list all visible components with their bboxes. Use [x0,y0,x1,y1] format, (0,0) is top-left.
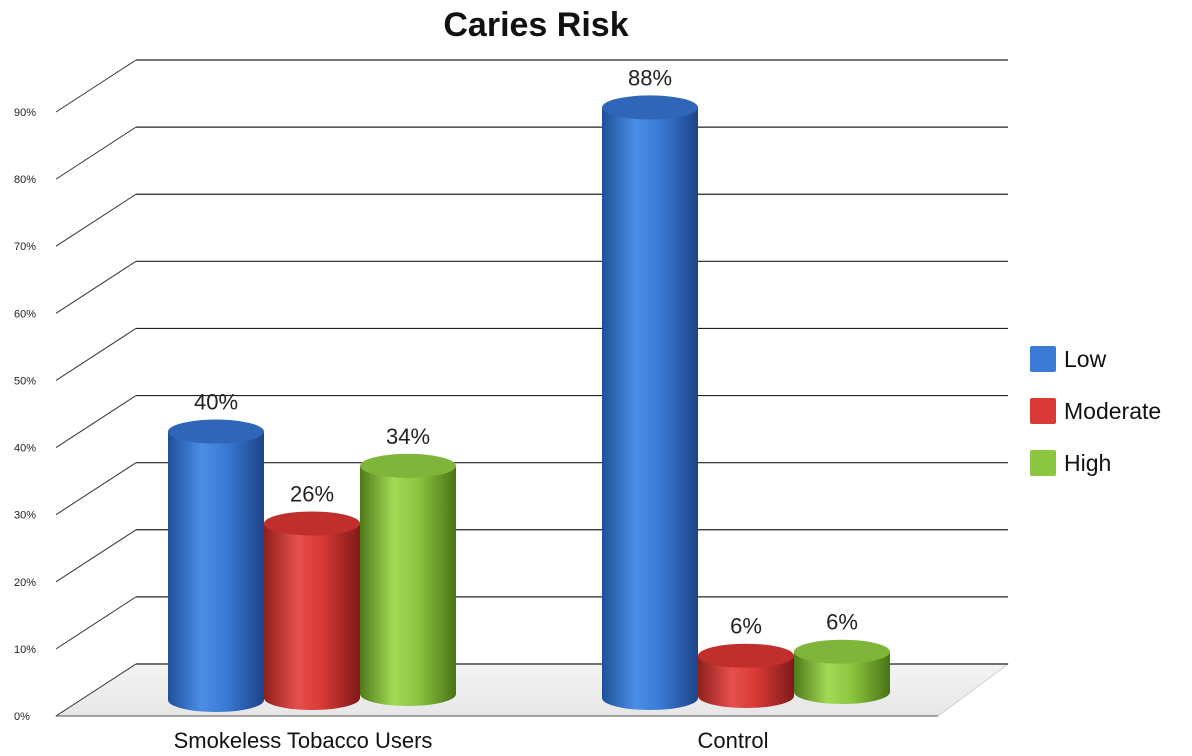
gridline-side [55,193,137,247]
legend-swatch [1030,450,1056,476]
gridline-side [55,126,137,180]
bar-top [360,453,456,478]
y-tick-label: 40% [14,443,36,455]
gridline-side [55,59,137,113]
y-tick-label: 10% [14,644,36,656]
bar [698,643,794,708]
legend-item: Moderate [1030,385,1161,437]
bar-body [264,523,360,710]
y-tick-label: 60% [14,308,36,320]
data-label: 6% [826,610,858,635]
x-axis-label: Smokeless Tobacco Users [174,728,433,753]
bar-body [602,107,698,710]
data-labels: 40% 26% 34% 88% 6% 6% [194,65,858,638]
gridline-side [55,395,137,448]
bar-body [794,651,890,704]
bar-top [264,511,360,536]
bar [168,419,264,712]
bar [264,511,360,710]
gridlines [55,59,1008,717]
data-label: 6% [730,614,762,639]
bar-body [360,465,456,706]
bar-top [698,643,794,668]
y-tick-label: 50% [14,375,36,387]
gridline-side [55,596,137,650]
gridline-side [55,529,137,583]
legend: Low Moderate High [1030,333,1161,489]
y-axis-ticks: 0% 10% 20% 30% 40% 50% 60% 70% 80% 90% [14,107,36,723]
bar-body [698,655,794,708]
bar [360,453,456,706]
legend-label: Low [1064,345,1107,372]
bar [602,95,698,710]
y-tick-label: 90% [14,107,36,119]
y-tick-label: 70% [14,241,36,253]
data-label: 34% [386,424,430,449]
data-label: 88% [628,65,672,90]
legend-swatch [1030,346,1056,372]
gridline-side [55,328,137,381]
data-label: 40% [194,390,238,415]
gridline-side [55,462,137,516]
legend-label: Moderate [1064,397,1162,424]
bar-top [602,95,698,120]
x-axis-labels: Smokeless Tobacco Users Control [174,728,769,753]
bar-top [794,639,890,664]
legend-swatch [1030,398,1056,424]
chart-title: Caries Risk [443,6,629,44]
y-tick-label: 80% [14,174,36,186]
gridline-side [55,663,137,717]
legend-item: Low [1030,333,1161,385]
gridline-side [55,260,137,314]
bar-top [168,419,264,444]
y-tick-label: 0% [14,711,30,723]
data-label: 26% [290,482,334,507]
y-tick-label: 30% [14,510,36,522]
bars [168,95,890,712]
bar-body [168,431,264,712]
y-tick-label: 20% [14,577,36,589]
legend-label: High [1064,449,1112,476]
bar [794,639,890,704]
x-axis-label: Control [698,728,769,753]
legend-item: High [1030,437,1161,489]
